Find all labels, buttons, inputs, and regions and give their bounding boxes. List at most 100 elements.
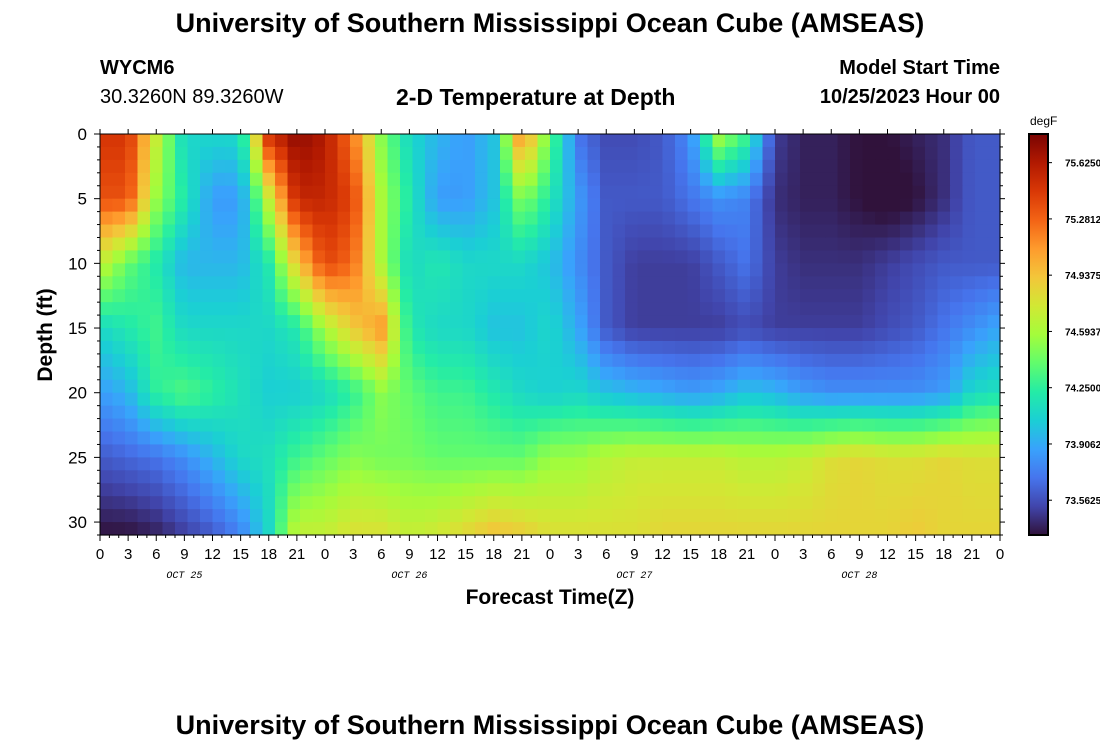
heatmap-cell <box>387 379 401 394</box>
heatmap-cell <box>475 211 489 226</box>
heatmap-cell <box>425 237 439 252</box>
heatmap-cell <box>125 159 139 174</box>
heatmap-cell <box>225 146 239 161</box>
heatmap-cell <box>562 405 576 420</box>
heatmap-cell <box>287 457 301 471</box>
heatmap-cell <box>312 224 326 239</box>
heatmap-cell <box>937 146 951 161</box>
heatmap-cell <box>200 379 214 394</box>
heatmap-cell <box>962 211 976 226</box>
heatmap-cell <box>325 444 339 458</box>
heatmap-cell <box>212 237 226 252</box>
heatmap-cell <box>962 250 976 264</box>
heatmap-cell <box>525 302 539 316</box>
heatmap-cell <box>912 198 926 213</box>
heatmap-cell <box>762 392 776 407</box>
heatmap-cell <box>987 470 1001 484</box>
heatmap-cell <box>200 315 214 329</box>
heatmap-cell <box>575 315 589 329</box>
heatmap-cell <box>950 211 964 226</box>
heatmap-cell <box>512 418 526 433</box>
heatmap-cell <box>225 366 239 381</box>
heatmap-cell <box>100 340 114 355</box>
heatmap-cell <box>262 496 276 510</box>
heatmap-cell <box>662 431 676 446</box>
heatmap-cell <box>437 289 451 303</box>
heatmap-cell <box>937 250 951 264</box>
heatmap-cell <box>562 250 576 264</box>
heatmap-cell <box>337 211 351 226</box>
heatmap-cell <box>750 237 764 252</box>
heatmap-cell <box>862 237 876 252</box>
heatmap-cell <box>912 250 926 264</box>
heatmap-cell <box>900 146 914 161</box>
heatmap-cell <box>487 379 501 394</box>
heatmap-cell <box>975 353 989 368</box>
heatmap-cell <box>237 444 251 458</box>
heatmap-cell <box>475 328 489 342</box>
heatmap-cell <box>137 276 151 290</box>
heatmap-cell <box>662 496 676 510</box>
heatmap-cell <box>875 340 889 355</box>
heatmap-cell <box>187 198 201 213</box>
heatmap-cell <box>262 392 276 407</box>
heatmap-cell <box>125 522 139 536</box>
heatmap-cell <box>612 134 626 148</box>
heatmap-cell <box>200 418 214 433</box>
heatmap-cell <box>475 302 489 316</box>
heatmap-cell <box>112 276 126 290</box>
heatmap-cell <box>912 263 926 277</box>
heatmap-cell <box>512 353 526 368</box>
heatmap-cell <box>587 483 601 497</box>
heatmap-cell <box>600 198 614 213</box>
heatmap-cell <box>887 237 901 252</box>
heatmap-cell <box>750 431 764 446</box>
heatmap-cell <box>175 237 189 252</box>
heatmap-cell <box>212 340 226 355</box>
heatmap-cell <box>875 302 889 316</box>
heatmap-cell <box>550 328 564 342</box>
heatmap-cell <box>912 366 926 381</box>
heatmap-cell <box>625 496 639 510</box>
heatmap-cell <box>487 302 501 316</box>
heatmap-cell <box>450 263 464 277</box>
heatmap-cell <box>975 379 989 394</box>
heatmap-cell <box>150 483 164 497</box>
heatmap-cell <box>237 418 251 433</box>
heatmap-cell <box>900 276 914 290</box>
heatmap-cell <box>537 522 551 536</box>
heatmap-cell <box>650 431 664 446</box>
heatmap-cell <box>850 444 864 458</box>
heatmap-cell <box>562 353 576 368</box>
heatmap-cell <box>850 224 864 239</box>
heatmap-cell <box>725 224 739 239</box>
heatmap-cell <box>262 276 276 290</box>
heatmap-cell <box>475 431 489 446</box>
heatmap-cell <box>250 315 264 329</box>
heatmap-cell <box>787 146 801 161</box>
heatmap-cell <box>937 315 951 329</box>
heatmap-cell <box>262 522 276 536</box>
heatmap-cell <box>487 276 501 290</box>
heatmap-cell <box>575 509 589 523</box>
heatmap-cell <box>337 289 351 303</box>
heatmap-cell <box>800 289 814 303</box>
heatmap-cell <box>987 366 1001 381</box>
heatmap-cell <box>575 392 589 407</box>
heatmap-cell <box>125 315 139 329</box>
heatmap-cell <box>775 366 789 381</box>
heatmap-cell <box>850 392 864 407</box>
heatmap-cell <box>837 418 851 433</box>
heatmap-cell <box>150 340 164 355</box>
heatmap-cell <box>637 522 651 536</box>
heatmap-cell <box>262 224 276 239</box>
heatmap-cell <box>225 224 239 239</box>
heatmap-cell <box>825 211 839 226</box>
heatmap-cell <box>400 198 414 213</box>
heatmap-cell <box>487 289 501 303</box>
heatmap-cell <box>962 263 976 277</box>
heatmap-cell <box>400 172 414 187</box>
heatmap-cell <box>500 211 514 226</box>
heatmap-cell <box>337 315 351 329</box>
heatmap-cell <box>300 302 314 316</box>
